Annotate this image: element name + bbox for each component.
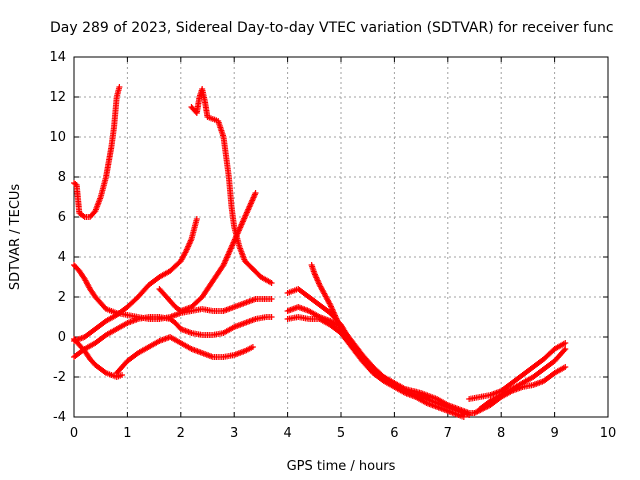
data-point-marks <box>113 334 256 376</box>
series-trace-13 <box>466 340 569 402</box>
y-tick-label: 12 <box>49 90 66 105</box>
series-trace-15 <box>471 364 569 416</box>
series-trace-7 <box>156 190 259 314</box>
y-tick-label: 6 <box>58 210 66 225</box>
y-axis-label: SDTVAR / TECUs <box>8 184 23 291</box>
y-tick-label: 4 <box>58 250 66 265</box>
x-tick-label: 3 <box>230 426 238 441</box>
series-trace-12 <box>308 262 350 342</box>
x-tick-label: 5 <box>337 426 345 441</box>
data-points <box>71 84 569 420</box>
data-point-marks <box>71 84 123 220</box>
series-trace-8 <box>113 334 256 376</box>
data-point-marks <box>466 340 569 402</box>
series-trace-1 <box>71 84 123 220</box>
series-trace-6 <box>71 216 200 344</box>
x-tick-label: 4 <box>283 426 291 441</box>
y-tick-label: -4 <box>53 410 66 425</box>
data-point-marks <box>284 314 467 420</box>
y-tick-label: 0 <box>58 330 66 345</box>
data-point-marks <box>308 262 350 342</box>
series-trace-11 <box>284 314 467 420</box>
y-tick-label: 2 <box>58 290 66 305</box>
y-axis-ticks: -4 -2 0 2 4 6 8 10 12 14 <box>49 50 608 425</box>
data-point-marks <box>188 86 275 286</box>
x-tick-label: 8 <box>497 426 505 441</box>
y-tick-label: 10 <box>49 130 66 145</box>
data-point-marks <box>71 216 200 344</box>
data-point-marks <box>71 314 275 360</box>
x-tick-label: 1 <box>123 426 131 441</box>
x-tick-label: 9 <box>550 426 558 441</box>
x-tick-label: 2 <box>177 426 185 441</box>
x-axis-label: GPS time / hours <box>287 459 396 474</box>
data-point-marks <box>284 286 478 416</box>
x-tick-label: 6 <box>390 426 398 441</box>
x-tick-label: 7 <box>444 426 452 441</box>
series-trace-9 <box>284 286 478 416</box>
y-tick-label: -2 <box>53 370 66 385</box>
x-axis-ticks: 0 1 2 3 4 5 6 7 8 9 10 <box>70 57 616 441</box>
chart-title: Day 289 of 2023, Sidereal Day-to-day VTE… <box>50 20 614 36</box>
grid-lines <box>74 57 608 417</box>
data-point-marks <box>471 364 569 416</box>
series-trace-2 <box>188 86 275 286</box>
x-tick-label: 10 <box>600 426 617 441</box>
data-point-marks <box>156 190 259 314</box>
y-tick-label: 14 <box>49 50 66 65</box>
x-tick-label: 0 <box>70 426 78 441</box>
y-tick-label: 8 <box>58 170 66 185</box>
series-trace-5 <box>71 314 275 360</box>
